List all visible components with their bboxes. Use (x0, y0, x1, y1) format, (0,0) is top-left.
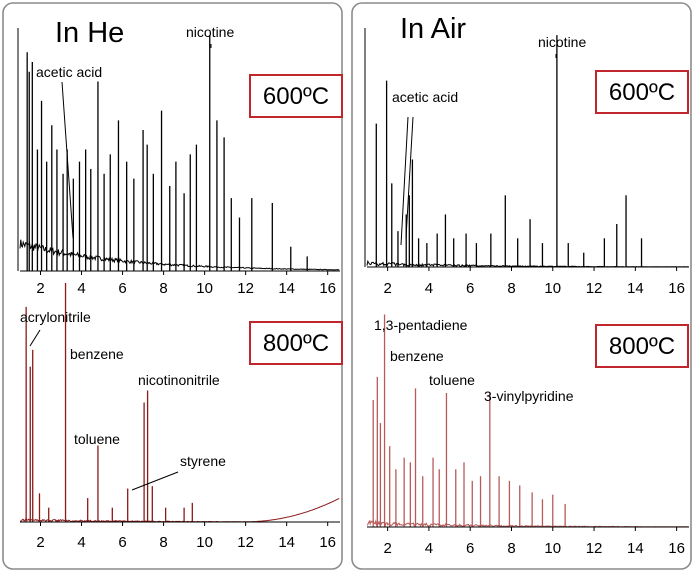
annotation-label-4: 3-vinylpyridine (484, 388, 574, 404)
x-tick-label-10: 10 (544, 280, 561, 297)
annotation-label-2: benzene (70, 346, 124, 362)
annotation-label-2: nicotine (186, 24, 234, 40)
annotation-label-5: styrene (180, 453, 226, 469)
he-panel-title: In He (55, 17, 124, 49)
temperature-badge: 800ºC (595, 324, 689, 368)
x-tick-label-16: 16 (319, 280, 336, 297)
chromatogram-panel-4: 2 4 6 8 10 12 14 16 800ºC 1,3-pentadiene benzene to… (366, 314, 689, 557)
annotation-leader-1 (405, 116, 414, 239)
x-tick-label-12: 12 (586, 280, 603, 297)
x-tick-label-14: 14 (278, 280, 295, 297)
x-tick-label-10: 10 (196, 534, 213, 551)
x-tick-label-8: 8 (159, 534, 167, 551)
air-panel-frame (351, 2, 692, 570)
temperature-label: 600ºC (263, 83, 329, 110)
x-tick-label-6: 6 (466, 280, 474, 297)
x-tick-label-4: 4 (77, 534, 85, 551)
x-tick-label-14: 14 (627, 280, 644, 297)
temperature-badge: 600ºC (595, 70, 689, 114)
air-panel-title: In Air (400, 13, 466, 45)
baseline-trace (366, 259, 689, 268)
x-tick-label-12: 12 (237, 280, 254, 297)
temperature-badge-frame (595, 324, 689, 368)
annotation-label-2: nicotine (538, 34, 586, 50)
x-tick-label-6: 6 (466, 540, 474, 557)
annotation-leader-5 (131, 471, 179, 491)
he-panel-frame (2, 2, 343, 570)
temperature-label: 800ºC (609, 333, 675, 360)
x-tick-label-8: 8 (507, 540, 515, 557)
temperature-label: 800ºC (263, 330, 329, 357)
temperature-label: 600ºC (609, 79, 675, 106)
x-tick-label-10: 10 (196, 280, 213, 297)
annotation-leader-1 (61, 81, 74, 239)
chromatogram-plots: 2 4 6 8 10 12 14 16 600ºC acetic acid nicotine 2 4 6 8… (17, 24, 689, 557)
x-tick-label-10: 10 (544, 540, 561, 557)
x-tick-label-2: 2 (36, 534, 44, 551)
temperature-badge: 600ºC (249, 74, 343, 118)
temperature-badge: 800ºC (249, 321, 343, 365)
annotation-label-2: benzene (390, 348, 444, 364)
x-tick-label-16: 16 (668, 280, 685, 297)
x-tick-label-8: 8 (159, 280, 167, 297)
temperature-badge-frame (595, 70, 689, 114)
x-tick-label-16: 16 (319, 534, 336, 551)
annotation-label-4: toluene (74, 431, 120, 447)
annotation-label-3: toluene (429, 372, 475, 388)
x-tick-label-4: 4 (425, 540, 433, 557)
annotation-label-1: acetic acid (392, 89, 458, 105)
x-tick-label-14: 14 (627, 540, 644, 557)
annotation-label-1: acetic acid (36, 64, 102, 80)
temperature-badge-frame (249, 74, 343, 118)
x-tick-label-6: 6 (118, 280, 126, 297)
x-tick-label-8: 8 (507, 280, 515, 297)
x-tick-label-6: 6 (118, 534, 126, 551)
chromatogram-panel-1: 2 4 6 8 10 12 14 16 600ºC acetic acid nicotine (17, 24, 343, 297)
x-tick-label-2: 2 (383, 540, 391, 557)
annotation-leader-extra (400, 116, 409, 246)
annotation-label-3: nicotinonitrile (138, 372, 220, 388)
annotation-label-1: 1,3-pentadiene (374, 317, 468, 333)
annotation-label-1: acrylonitrile (20, 309, 91, 325)
x-tick-label-12: 12 (237, 534, 254, 551)
temperature-badge-frame (249, 321, 343, 365)
x-tick-label-4: 4 (77, 280, 85, 297)
annotation-leader-1 (29, 329, 41, 347)
chromatogram-panel-3: 2 4 6 8 10 12 14 16 800ºC acrylonitrile benzene nic… (19, 283, 343, 551)
x-tick-label-14: 14 (278, 534, 295, 551)
x-tick-label-4: 4 (425, 280, 433, 297)
x-tick-label-16: 16 (668, 540, 685, 557)
baseline-trace (19, 497, 340, 523)
x-tick-label-2: 2 (36, 280, 44, 297)
chromatogram-panel-2: 2 4 6 8 10 12 14 16 600ºC acetic acid nicotine (364, 28, 689, 297)
x-tick-label-2: 2 (383, 280, 391, 297)
x-tick-label-12: 12 (586, 540, 603, 557)
